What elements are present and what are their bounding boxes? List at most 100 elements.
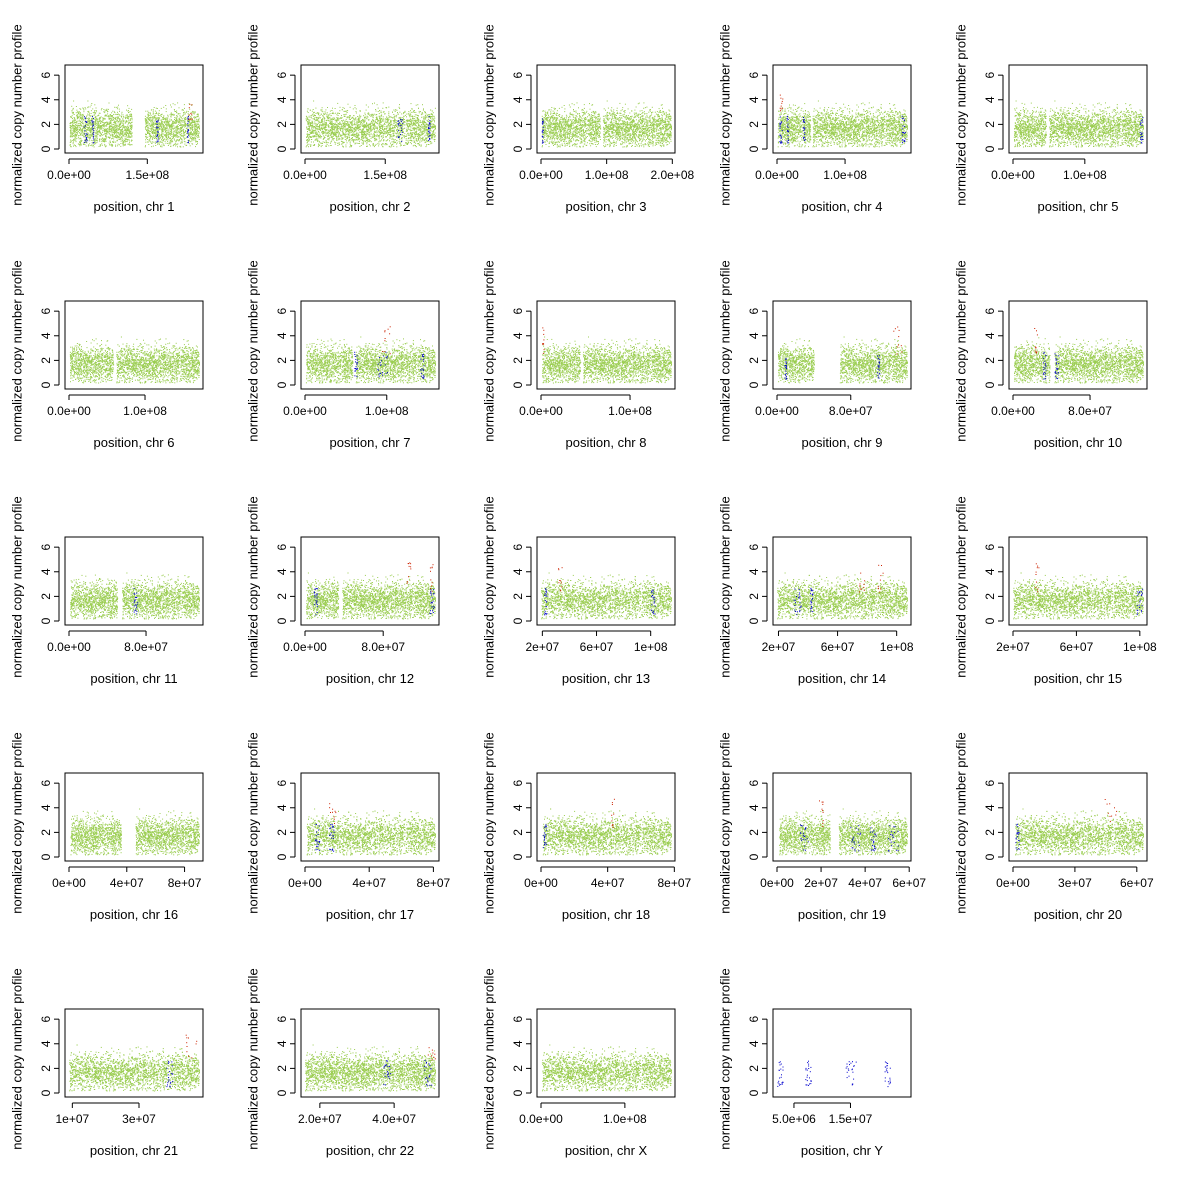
data-point — [104, 111, 105, 112]
data-point — [120, 127, 121, 128]
data-point — [74, 145, 75, 146]
data-point — [116, 132, 117, 133]
data-point — [94, 115, 95, 116]
data-point — [105, 118, 106, 119]
data-point — [131, 134, 132, 135]
data-point — [72, 134, 73, 135]
data-point — [109, 143, 110, 144]
data-point — [72, 109, 73, 110]
data-point — [107, 128, 108, 129]
data-point — [94, 146, 95, 147]
data-point — [117, 140, 118, 141]
data-point — [130, 120, 131, 121]
data-point — [114, 121, 115, 122]
data-point — [76, 132, 77, 133]
data-point — [110, 120, 111, 121]
data-point — [184, 112, 185, 113]
data-point — [96, 135, 97, 136]
data-point — [80, 130, 81, 131]
data-point — [115, 127, 116, 128]
data-point — [120, 124, 121, 125]
data-point — [73, 127, 74, 128]
data-point — [106, 138, 107, 139]
data-point — [120, 123, 121, 124]
data-point — [110, 129, 111, 130]
data-point — [94, 127, 95, 128]
data-point — [166, 130, 167, 131]
data-point — [114, 126, 115, 127]
data-point — [130, 145, 131, 146]
data-point — [94, 138, 95, 139]
data-point — [96, 139, 97, 140]
data-point — [177, 133, 178, 134]
data-point — [74, 114, 75, 115]
data-point — [74, 119, 75, 120]
data-point — [83, 144, 84, 145]
data-point — [187, 128, 188, 129]
data-point — [108, 109, 109, 110]
data-point — [104, 139, 105, 140]
data-point — [85, 136, 86, 137]
data-point — [96, 142, 97, 143]
data-point — [102, 132, 103, 133]
data-point — [85, 142, 86, 143]
data-point — [196, 125, 197, 126]
data-point — [156, 139, 157, 140]
data-point — [100, 132, 101, 133]
data-point — [74, 136, 75, 137]
data-point — [97, 124, 98, 125]
data-point — [77, 116, 78, 117]
data-point — [79, 129, 80, 130]
data-point — [87, 114, 88, 115]
data-point — [103, 111, 104, 112]
data-point — [73, 141, 74, 142]
data-point — [121, 114, 122, 115]
data-point — [81, 131, 82, 132]
data-point — [124, 134, 125, 135]
data-point — [117, 145, 118, 146]
data-point — [153, 127, 154, 128]
data-point — [72, 124, 73, 125]
data-point — [130, 131, 131, 132]
data-point — [94, 121, 95, 122]
data-point — [73, 108, 74, 109]
data-point — [128, 116, 129, 117]
data-point — [125, 123, 126, 124]
data-point — [71, 133, 72, 134]
data-point — [96, 133, 97, 134]
data-point — [146, 138, 147, 139]
data-point — [95, 142, 96, 143]
data-point — [105, 122, 106, 123]
data-point — [74, 120, 75, 121]
data-point — [102, 125, 103, 126]
data-point — [174, 111, 175, 112]
data-point — [185, 141, 186, 142]
data-point — [122, 134, 123, 135]
data-point — [74, 129, 75, 130]
data-point — [131, 109, 132, 110]
data-point — [73, 120, 74, 121]
data-point — [70, 132, 71, 133]
data-point — [121, 130, 122, 131]
data-point — [80, 144, 81, 145]
data-point — [75, 122, 76, 123]
data-point — [161, 139, 162, 140]
data-point — [107, 131, 108, 132]
data-point — [112, 120, 113, 121]
data-point — [109, 123, 110, 124]
data-point — [89, 113, 90, 114]
data-point — [103, 134, 104, 135]
data-point — [130, 124, 131, 125]
data-point — [74, 118, 75, 119]
data-point — [125, 141, 126, 142]
data-point — [109, 119, 110, 120]
data-point — [80, 125, 81, 126]
data-point — [101, 141, 102, 142]
data-point — [174, 119, 175, 120]
data-point — [79, 114, 80, 115]
data-point — [109, 144, 110, 145]
data-point — [111, 119, 112, 120]
data-point — [183, 112, 184, 113]
data-point — [172, 141, 173, 142]
data-point — [132, 144, 133, 145]
